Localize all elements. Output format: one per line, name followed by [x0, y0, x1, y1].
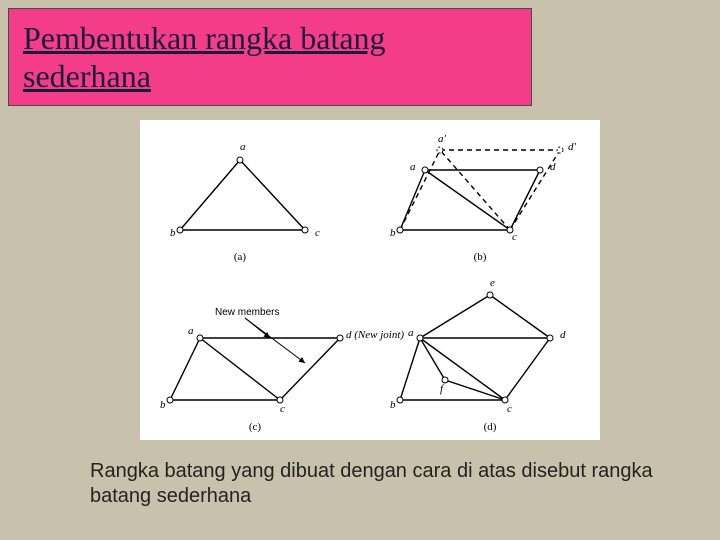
- caption-text: Rangka batang yang dibuat dengan cara di…: [90, 459, 660, 509]
- svg-text:e: e: [490, 277, 495, 289]
- truss-diagrams: a b c (a) a b c d a' d' (b) a b c d (New joint) (c) New …: [140, 120, 600, 440]
- svg-text:c: c: [512, 231, 517, 243]
- svg-text:b: b: [160, 399, 166, 411]
- svg-text:a: a: [188, 325, 194, 337]
- svg-text:b: b: [390, 227, 396, 239]
- svg-text:d (New joint): d (New joint): [346, 329, 404, 341]
- svg-text:a: a: [240, 141, 246, 153]
- svg-text:(d): (d): [484, 421, 497, 433]
- svg-text:(c): (c): [249, 421, 262, 433]
- svg-text:New members: New members: [215, 307, 279, 318]
- svg-text:d': d': [568, 141, 577, 153]
- svg-text:d: d: [550, 161, 556, 173]
- svg-text:(b): (b): [474, 251, 487, 263]
- svg-text:c: c: [280, 403, 285, 415]
- svg-text:b: b: [390, 399, 396, 411]
- page-title: Pembentukan rangka batang sederhana: [23, 19, 517, 96]
- svg-text:c: c: [315, 227, 320, 239]
- svg-text:f: f: [440, 383, 445, 395]
- svg-text:d: d: [560, 329, 566, 341]
- svg-text:c: c: [507, 403, 512, 415]
- svg-text:a: a: [408, 327, 414, 339]
- truss-svg: a b c (a) a b c d a' d' (b) a b c d (New joint) (c) New …: [140, 120, 600, 440]
- svg-text:a': a': [438, 133, 447, 145]
- svg-text:a: a: [410, 161, 416, 173]
- title-banner: Pembentukan rangka batang sederhana: [8, 8, 532, 106]
- svg-text:(a): (a): [234, 251, 247, 263]
- svg-text:b: b: [170, 227, 176, 239]
